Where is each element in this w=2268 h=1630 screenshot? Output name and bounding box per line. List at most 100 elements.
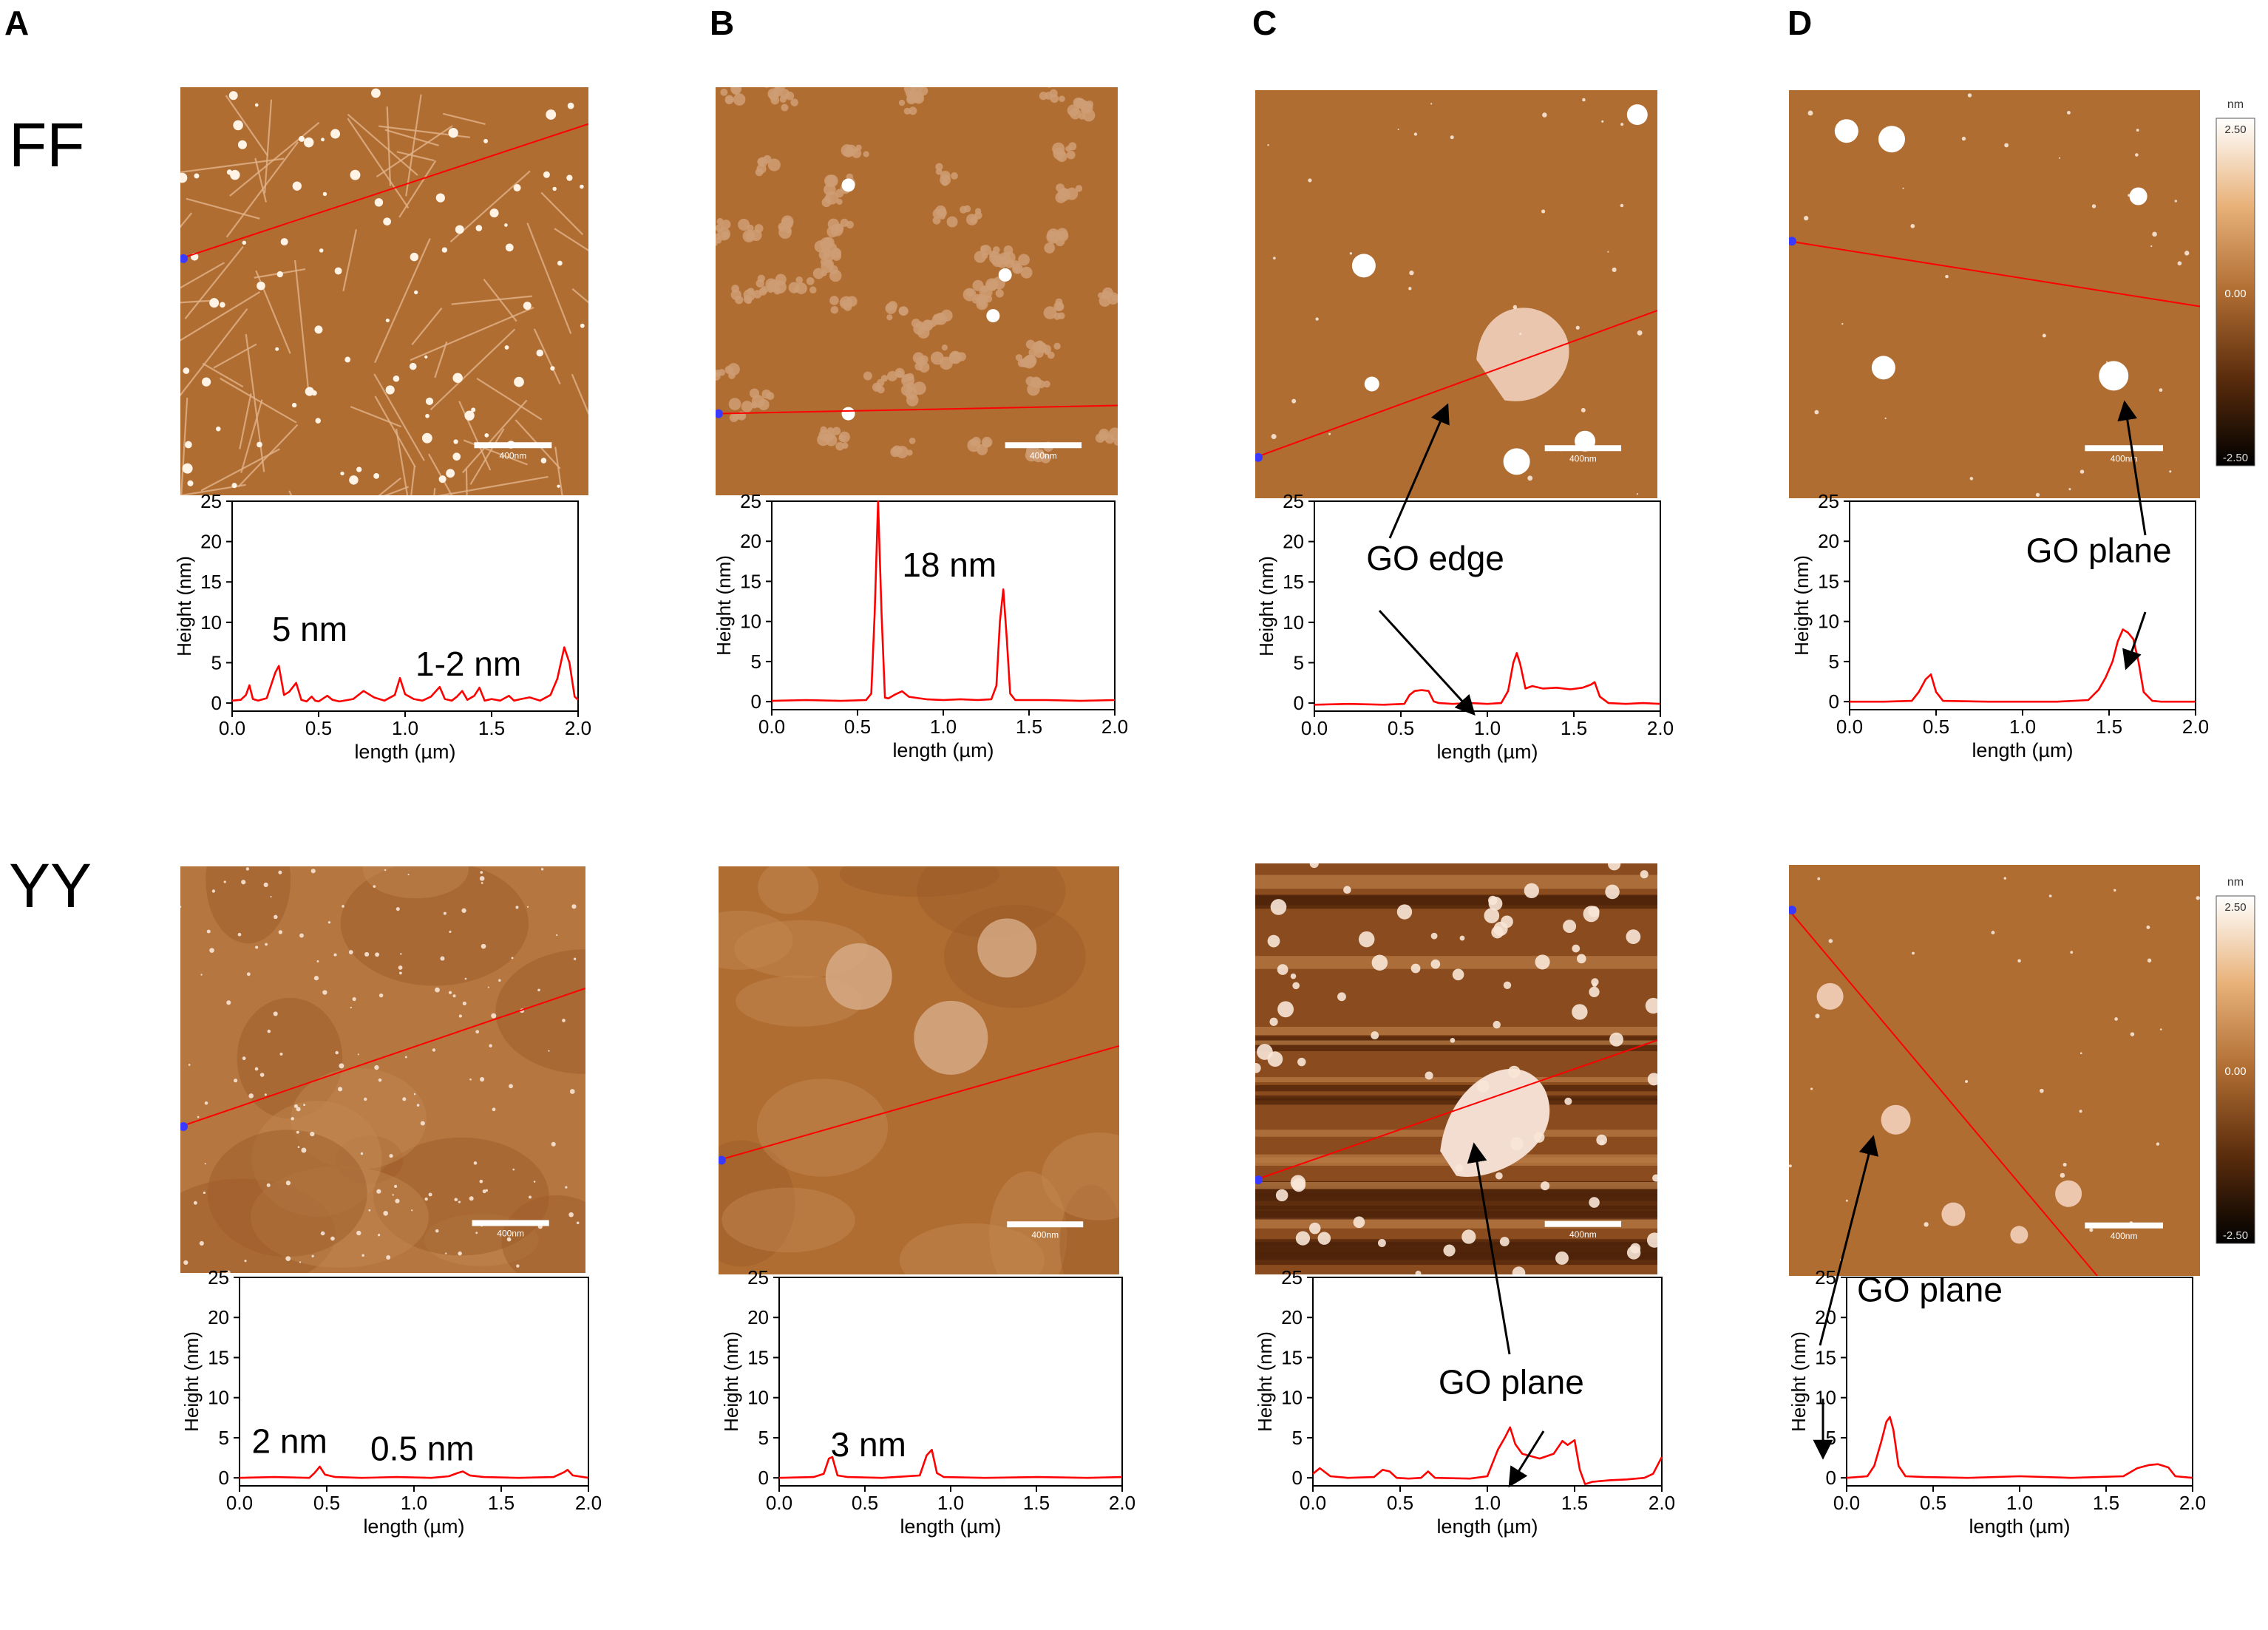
y-tick-label: 5 bbox=[751, 651, 761, 673]
y-tick-label: 0 bbox=[1292, 1467, 1303, 1489]
peak-annotation: 2 nm bbox=[252, 1422, 327, 1461]
y-tick-label: 10 bbox=[1818, 611, 1839, 633]
x-tick-label: 1.0 bbox=[1474, 1492, 1501, 1514]
afm-texture: 400nm bbox=[716, 87, 1118, 495]
scale-bar-label: 400nm bbox=[497, 1229, 524, 1239]
x-axis-label: length (µm) bbox=[1972, 739, 2073, 761]
x-tick-label: 0.0 bbox=[1836, 716, 1863, 738]
y-tick-label: 20 bbox=[200, 531, 222, 553]
x-tick-label: 0.5 bbox=[1923, 716, 1949, 738]
y-tick-label: 15 bbox=[208, 1346, 229, 1368]
x-axis-label: length (µm) bbox=[900, 1515, 1001, 1538]
y-tick-label: 0 bbox=[1829, 690, 1839, 713]
chart-svg: 0.0 0.5 1.0 1.5 2.0 0 5 10 15 20 25 length (µm) Heig… bbox=[180, 1266, 602, 1538]
x-tick-label: 1.0 bbox=[401, 1492, 427, 1514]
afm-texture: 400nm bbox=[180, 87, 588, 495]
y-tick-label: 15 bbox=[1283, 571, 1304, 593]
x-tick-label: 1.0 bbox=[1474, 717, 1501, 739]
x-tick-label: 2.0 bbox=[575, 1492, 602, 1514]
peak-annotation: 1-2 nm bbox=[415, 645, 521, 683]
x-tick-label: 2.0 bbox=[1109, 1492, 1135, 1514]
profile-line bbox=[1846, 1416, 2193, 1479]
x-tick-label: 2.0 bbox=[2182, 716, 2209, 738]
x-tick-label: 1.0 bbox=[937, 1492, 964, 1514]
y-tick-label: 0 bbox=[1294, 692, 1304, 714]
height-profile-yy-c: 0.0 0.5 1.0 1.5 2.0 0 5 10 15 20 25 length (µm) Heig… bbox=[1254, 1266, 1675, 1541]
y-tick-label: 10 bbox=[1283, 611, 1304, 634]
x-axis-label: length (µm) bbox=[354, 741, 455, 763]
y-tick-label: 15 bbox=[740, 570, 761, 592]
row-label-yy: YY bbox=[9, 851, 92, 920]
y-tick-label: 10 bbox=[1281, 1387, 1303, 1409]
colorbar-unit: nm bbox=[2227, 876, 2244, 889]
afm-image-yy-b: 400nm bbox=[719, 866, 1119, 1274]
chart-svg: 0.0 0.5 1.0 1.5 2.0 0 5 10 15 20 25 length (µm) Heig… bbox=[1787, 1266, 2206, 1538]
y-tick-label: 15 bbox=[1818, 570, 1839, 592]
x-tick-label: 0.5 bbox=[1387, 1492, 1413, 1514]
peak-annotation: GO plane bbox=[2026, 531, 2172, 569]
panel-letter-d: D bbox=[1787, 4, 1813, 42]
y-tick-label: 15 bbox=[1281, 1346, 1303, 1368]
x-tick-label: 0.5 bbox=[844, 716, 871, 738]
scale-bar-label: 400nm bbox=[2111, 453, 2138, 463]
colorbar-yy: nm 2.50 0.00 -2.50 bbox=[2215, 872, 2259, 1257]
y-axis-label: Height (nm) bbox=[713, 555, 735, 656]
y-tick-label: 5 bbox=[1294, 651, 1304, 673]
plot-frame bbox=[1314, 500, 1661, 712]
colorbar-yy-graphic: nm 2.50 0.00 -2.50 bbox=[2216, 876, 2255, 1244]
height-profile-ff-b: 0.0 0.5 1.0 1.5 2.0 0 5 10 15 20 25 length (µm) Heig… bbox=[713, 490, 1128, 765]
y-tick-label: 10 bbox=[740, 611, 761, 633]
x-tick-label: 0.0 bbox=[219, 717, 245, 739]
panel-letter-a: A bbox=[4, 4, 30, 42]
y-tick-label: 5 bbox=[1292, 1427, 1303, 1449]
profile-line bbox=[771, 500, 1116, 702]
profile-line bbox=[1312, 1426, 1663, 1486]
height-profile-ff-d: 0.0 0.5 1.0 1.5 2.0 0 5 10 15 20 25 length (µm) Heig… bbox=[1790, 490, 2209, 765]
y-axis-label: Height (nm) bbox=[1787, 1331, 1810, 1432]
x-tick-label: 1.5 bbox=[2096, 716, 2122, 738]
colorbar-ff: nm 2.50 0.00 -2.50 bbox=[2215, 95, 2259, 479]
profile-line bbox=[1850, 628, 2196, 703]
afm-image-yy-d: 400nm bbox=[1789, 865, 2200, 1276]
y-tick-label: 0 bbox=[751, 690, 761, 713]
x-tick-label: 2.0 bbox=[1101, 716, 1128, 738]
y-tick-label: 5 bbox=[1826, 1427, 1836, 1449]
colorbar-bottom-label: -2.50 bbox=[2223, 1229, 2248, 1242]
chart-svg: 0.0 0.5 1.0 1.5 2.0 0 5 10 15 20 25 length (µm) Heig… bbox=[1254, 1266, 1675, 1538]
panel-letter-c: C bbox=[1252, 4, 1277, 42]
x-tick-label: 2.0 bbox=[2179, 1492, 2206, 1514]
x-tick-label: 0.5 bbox=[313, 1492, 340, 1514]
y-tick-label: 5 bbox=[211, 651, 222, 673]
afm-texture: 400nm bbox=[180, 866, 585, 1273]
scale-bar bbox=[1005, 442, 1082, 449]
x-tick-label: 1.5 bbox=[1561, 1492, 1588, 1514]
scale-bar bbox=[474, 442, 552, 449]
peak-annotation: 0.5 nm bbox=[370, 1429, 475, 1467]
y-tick-label: 10 bbox=[208, 1387, 229, 1409]
scale-bar-label: 400nm bbox=[1569, 453, 1597, 463]
x-tick-label: 1.5 bbox=[478, 717, 505, 739]
height-profile-yy-b: 0.0 0.5 1.0 1.5 2.0 0 5 10 15 20 25 length (µm) Heig… bbox=[720, 1266, 1135, 1541]
y-tick-label: 15 bbox=[200, 571, 222, 593]
x-tick-label: 2.0 bbox=[1649, 1492, 1675, 1514]
scale-bar-label: 400nm bbox=[1031, 1229, 1059, 1240]
y-tick-label: 15 bbox=[1815, 1346, 1836, 1368]
x-tick-label: 0.0 bbox=[758, 716, 785, 738]
afm-image-ff-b: 400nm bbox=[716, 87, 1118, 495]
peak-annotation: GO plane bbox=[1439, 1362, 1584, 1401]
y-tick-label: 25 bbox=[740, 490, 761, 512]
x-tick-label: 0.5 bbox=[1388, 717, 1414, 739]
y-tick-label: 25 bbox=[747, 1266, 769, 1288]
y-tick-label: 15 bbox=[747, 1346, 769, 1368]
y-tick-label: 25 bbox=[1283, 490, 1304, 512]
y-tick-label: 5 bbox=[1829, 651, 1839, 673]
y-tick-label: 20 bbox=[1281, 1306, 1303, 1328]
y-axis-label: Height (nm) bbox=[173, 556, 195, 656]
scale-bar-label: 400nm bbox=[1569, 1229, 1597, 1240]
x-axis-label: length (µm) bbox=[1436, 1515, 1538, 1538]
afm-image-ff-d: 400nm bbox=[1789, 90, 2200, 498]
scale-bar bbox=[1544, 445, 1622, 452]
x-tick-label: 0.0 bbox=[766, 1492, 792, 1514]
y-tick-label: 20 bbox=[208, 1306, 229, 1328]
x-axis-label: length (µm) bbox=[363, 1515, 464, 1538]
